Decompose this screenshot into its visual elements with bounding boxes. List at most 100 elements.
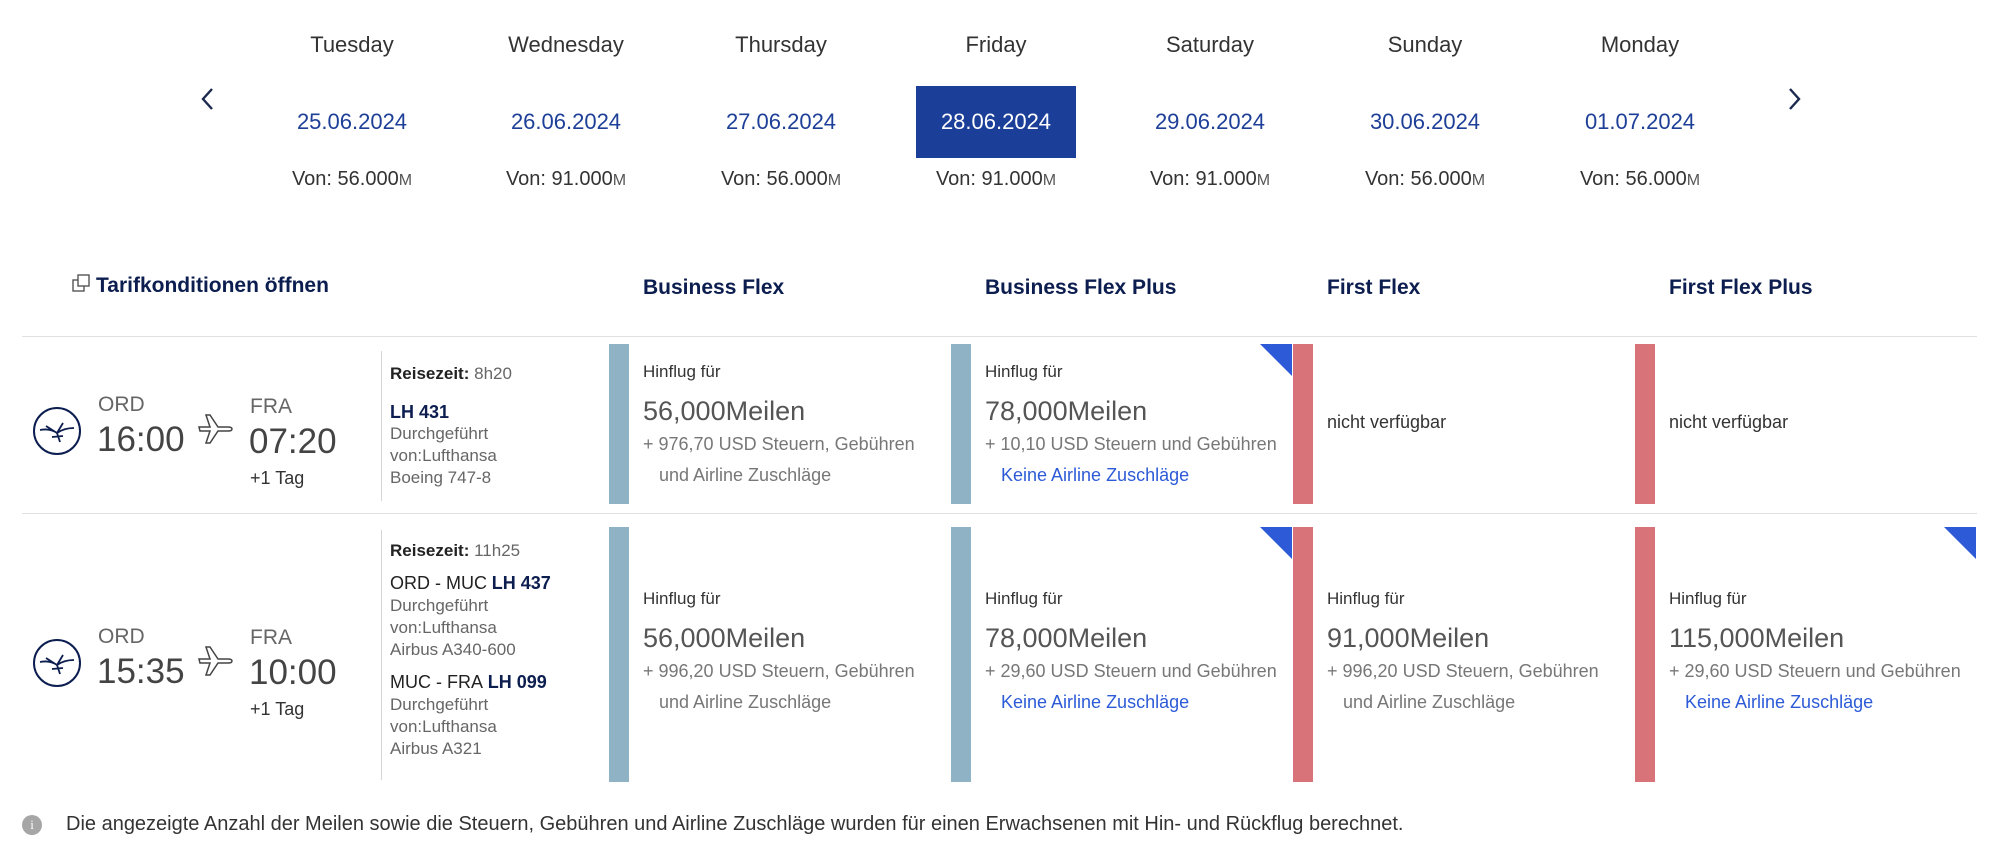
travel-time: Reisezeit: 8h20 <box>390 364 512 383</box>
date-option-thursday[interactable]: Thursday 27.06.2024 Von: 56.000M <box>701 30 861 191</box>
segment-route: ORD - MUC <box>390 573 487 593</box>
miles-price: 56,000Meilen <box>643 396 806 426</box>
open-fare-conditions-label: Tarifkonditionen öffnen <box>96 274 329 297</box>
departure-airport: ORD <box>98 393 145 416</box>
fare-business-flex[interactable]: Hinflug für 56,000Meilen + 976,70 USD St… <box>609 344 934 504</box>
date-option-sunday[interactable]: Sunday 30.06.2024 Von: 56.000M <box>1345 30 1505 191</box>
no-airline-surcharge[interactable]: Keine Airline Zuschläge <box>1001 465 1190 485</box>
date-price: Von: 91.000M <box>1149 168 1271 190</box>
aircraft: Boeing 747-8 <box>390 468 492 487</box>
fare-header-business-flex: Business Flex <box>643 276 785 299</box>
flight-number[interactable]: LH 431 <box>390 402 450 422</box>
divider <box>22 336 1977 337</box>
day-name: Thursday <box>735 32 827 57</box>
fare-first-flex-plus: nicht verfügbar <box>1635 344 1960 504</box>
fare-bar <box>609 527 629 782</box>
outbound-label: Hinflug für <box>985 362 1063 381</box>
fare-first-flex: nicht verfügbar <box>1293 344 1618 504</box>
miles-icon: M <box>1256 172 1271 189</box>
plus-day: +1 Tag <box>250 468 305 488</box>
not-available: nicht verfügbar <box>1669 412 1789 432</box>
date-option-friday[interactable]: Friday 28.06.2024 Von: 91.000M <box>916 30 1076 191</box>
date-option-saturday[interactable]: Saturday 29.06.2024 Von: 91.000M <box>1130 30 1290 191</box>
miles-price: 115,000Meilen <box>1669 623 1845 653</box>
outbound-label: Hinflug für <box>643 589 721 608</box>
day-name: Tuesday <box>310 32 394 57</box>
date-value[interactable]: 29.06.2024 <box>1154 109 1266 134</box>
operated-by: Durchgeführt <box>390 596 489 615</box>
flight-number[interactable]: LH 099 <box>487 672 547 692</box>
divider <box>22 513 1977 514</box>
date-option-monday[interactable]: Monday 01.07.2024 Von: 56.000M <box>1560 30 1720 191</box>
aircraft: Airbus A321 <box>390 739 482 758</box>
arrival-time: 07:20 <box>249 422 337 461</box>
corner-flag-icon <box>1260 344 1292 376</box>
miles-price: 78,000Meilen <box>985 623 1148 653</box>
next-date-arrow-icon[interactable] <box>1779 84 1809 114</box>
miles-price: 91,000Meilen <box>1327 623 1490 653</box>
date-price: Von: 56.000M <box>720 168 842 190</box>
segment-route: MUC - FRA <box>390 672 483 692</box>
prev-date-arrow-icon[interactable] <box>193 84 223 114</box>
outbound-label: Hinflug für <box>643 362 721 381</box>
arrival-airport: FRA <box>250 395 292 418</box>
day-name: Friday <box>965 32 1027 57</box>
operated-by: Durchgeführt <box>390 424 489 443</box>
miles-icon: M <box>827 172 842 189</box>
date-price: Von: 56.000M <box>1364 168 1486 190</box>
miles-icon: M <box>398 172 413 189</box>
outbound-label: Hinflug für <box>985 589 1063 608</box>
taxes: + 996,20 USD Steuern, Gebühren und Airlin… <box>643 661 915 712</box>
no-airline-surcharge[interactable]: Keine Airline Zuschläge <box>1685 692 1874 712</box>
date-value-selected[interactable]: 28.06.2024 <box>916 86 1076 158</box>
lufthansa-logo-icon <box>32 638 82 688</box>
outbound-label: Hinflug für <box>1327 589 1405 608</box>
flight-details: Reisezeit: 11h25 ORD - MUC LH 437 Durchg… <box>390 540 551 760</box>
fare-business-flex[interactable]: Hinflug für 56,000Meilen + 996,20 USD St… <box>609 527 934 782</box>
day-name: Monday <box>1600 32 1680 57</box>
not-available: nicht verfügbar <box>1327 412 1447 432</box>
date-value[interactable]: 26.06.2024 <box>510 109 622 134</box>
miles-icon: M <box>1686 172 1701 189</box>
segment-2: MUC - FRA LH 099 <box>390 671 551 694</box>
flight-row: ORD 16:00 FRA 07:20 +1 Tag Reisezeit: 8h… <box>0 337 2000 513</box>
day-name: Sunday <box>1387 32 1463 57</box>
arrival-time: 10:00 <box>249 653 337 692</box>
flight-number[interactable]: LH 437 <box>491 573 551 593</box>
corner-flag-icon <box>1260 527 1292 559</box>
date-value[interactable]: 27.06.2024 <box>725 109 837 134</box>
fare-business-flex-plus[interactable]: Hinflug für 78,000Meilen + 10,10 USD Ste… <box>951 344 1292 504</box>
taxes: + 29,60 USD Steuern und Gebühren Keine Ai… <box>985 656 1277 718</box>
fare-first-flex-plus[interactable]: Hinflug für 115,000Meilen + 29,60 USD St… <box>1635 527 1976 782</box>
date-value[interactable]: 25.06.2024 <box>296 109 408 134</box>
operator: von:Lufthansa <box>390 446 497 465</box>
travel-time: Reisezeit: 11h25 <box>390 541 521 560</box>
date-option-tuesday[interactable]: Tuesday 25.06.2024 Von: 56.000M <box>272 30 432 191</box>
divider <box>381 351 382 501</box>
arrival-airport: FRA <box>250 626 292 649</box>
segment-1: ORD - MUC LH 437 <box>390 572 551 595</box>
operator: von:Lufthansa <box>390 618 497 637</box>
operated-by: Durchgeführt <box>390 695 489 714</box>
fare-bar <box>1635 527 1655 782</box>
divider <box>381 530 382 780</box>
date-value[interactable]: 01.07.2024 <box>1584 109 1696 134</box>
miles-icon: M <box>1042 172 1057 189</box>
date-price: Von: 91.000M <box>505 168 627 190</box>
taxes: + 996,20 USD Steuern, Gebühren und Airlin… <box>1327 661 1599 712</box>
open-fare-conditions-link[interactable]: Tarifkonditionen öffnen <box>72 274 329 298</box>
lufthansa-logo-icon <box>32 406 82 456</box>
fare-header-first-flex-plus: First Flex Plus <box>1669 276 1813 299</box>
plane-icon <box>196 409 236 454</box>
fare-bar <box>1293 344 1313 504</box>
footnote-text: Die angezeigte Anzahl der Meilen sowie d… <box>66 813 1404 835</box>
departure-airport: ORD <box>98 625 145 648</box>
fare-business-flex-plus[interactable]: Hinflug für 78,000Meilen + 29,60 USD Ste… <box>951 527 1292 782</box>
date-price: Von: 91.000M <box>935 168 1057 190</box>
fare-first-flex[interactable]: Hinflug für 91,000Meilen + 996,20 USD St… <box>1293 527 1618 782</box>
plus-day: +1 Tag <box>250 699 305 719</box>
no-airline-surcharge[interactable]: Keine Airline Zuschläge <box>1001 692 1190 712</box>
date-option-wednesday[interactable]: Wednesday 26.06.2024 Von: 91.000M <box>486 30 646 191</box>
fare-bar <box>1635 344 1655 504</box>
date-value[interactable]: 30.06.2024 <box>1369 109 1481 134</box>
